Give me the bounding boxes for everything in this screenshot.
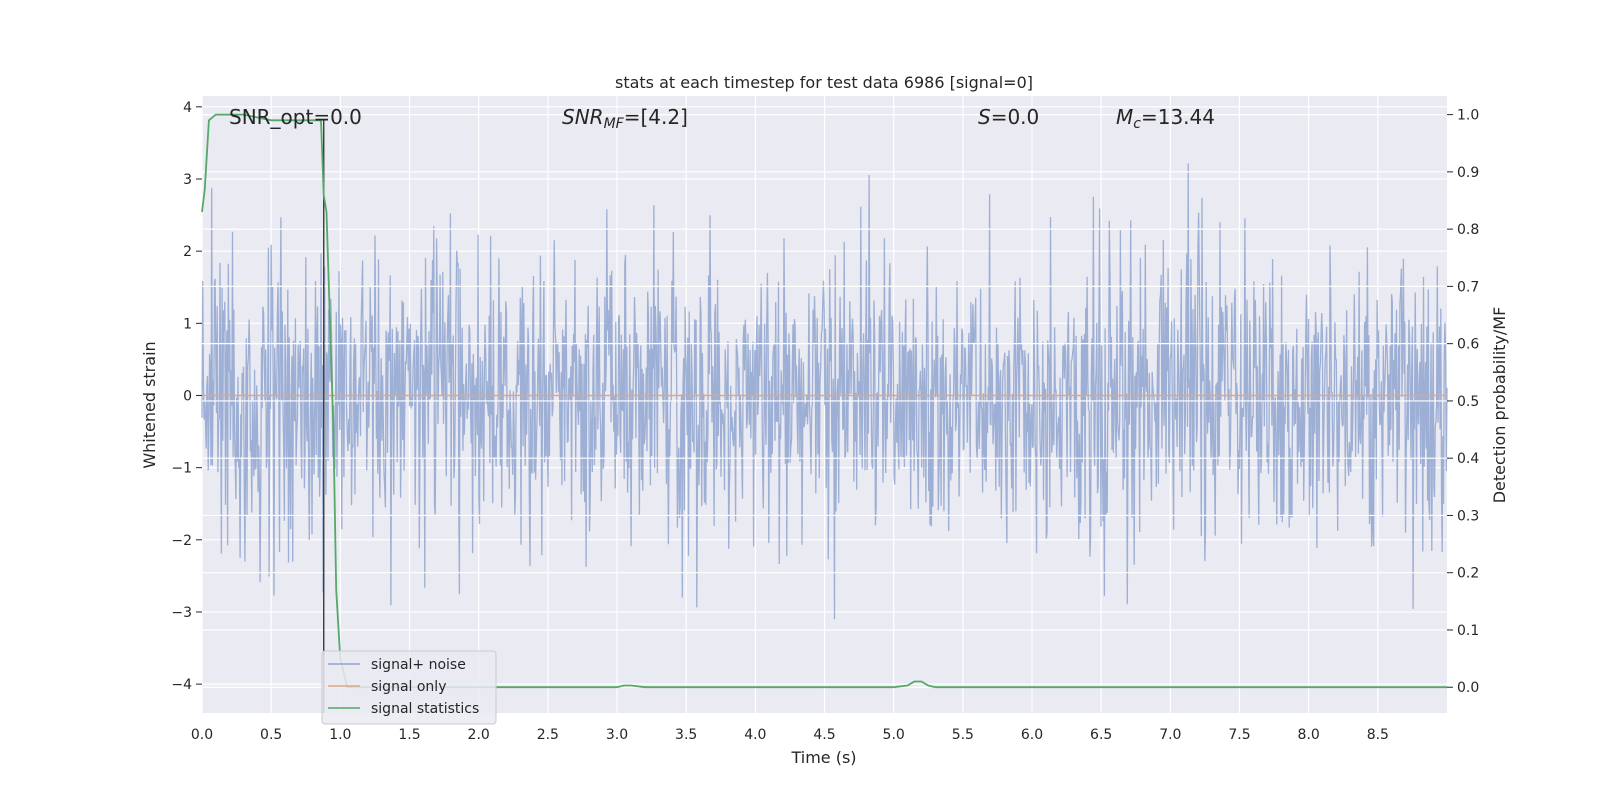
legend-label-signal-noise: signal+ noise [371, 657, 466, 673]
y-tick-label: −1 [171, 461, 192, 477]
y-tick-label: −3 [171, 605, 192, 621]
x-axis-label: Time (s) [790, 748, 856, 767]
right-axis-label: Detection probability/MF [1490, 307, 1509, 504]
legend-frame [321, 650, 497, 725]
x-tick-label: 6.5 [1090, 727, 1112, 743]
right-tick-label: 0.9 [1457, 165, 1479, 181]
right-tick-label: 0.1 [1457, 623, 1479, 639]
annotation-snr-mf: SNRMF=[4.2] [562, 105, 688, 132]
x-tick-label: 0.0 [191, 727, 213, 743]
s-value: =0.0 [991, 105, 1040, 129]
right-tick-label: 0.8 [1457, 222, 1479, 238]
right-tick-label: 0.0 [1457, 680, 1479, 696]
y-axis-ticks: 4 3 2 1 0 −1 −2 −3 −4 [171, 100, 202, 693]
chart-title: stats at each timestep for test data 698… [615, 73, 1033, 92]
x-tick-label: 5.5 [952, 727, 974, 743]
annotation-s: S=0.0 [978, 105, 1039, 129]
legend: signal+ noise signal only signal statist… [321, 650, 497, 725]
y-tick-label: 3 [183, 172, 192, 188]
y-tick-label: 4 [183, 100, 192, 116]
legend-label-signal-statistics: signal statistics [371, 701, 479, 717]
y-tick-label: −4 [171, 677, 192, 693]
x-tick-label: 8.5 [1367, 727, 1389, 743]
x-tick-label: 1.5 [398, 727, 420, 743]
x-tick-label: 0.5 [260, 727, 282, 743]
x-tick-label: 7.0 [1159, 727, 1181, 743]
annotation-mc: Mc=13.44 [1116, 105, 1215, 132]
x-axis-ticks: 0.0 0.5 1.0 1.5 2.0 2.5 3.0 3.5 4.0 4.5 5.0 5.5 6.0 6… [191, 727, 1389, 743]
signal-plus-noise-line [201, 163, 1448, 620]
x-tick-label: 3.5 [675, 727, 697, 743]
x-tick-label: 2.0 [468, 727, 490, 743]
right-tick-label: 0.4 [1457, 451, 1479, 467]
y-tick-label: 2 [183, 244, 192, 260]
snr-mf-value: =[4.2] [624, 105, 688, 129]
y-axis-label: Whitened strain [140, 341, 159, 468]
s-main: S [978, 105, 991, 129]
y-tick-label: −2 [171, 533, 192, 549]
legend-label-signal-only: signal only [371, 679, 446, 695]
mc-sub: c [1133, 116, 1141, 132]
x-tick-label: 3.0 [606, 727, 628, 743]
right-tick-label: 0.2 [1457, 566, 1479, 582]
x-tick-label: 7.5 [1228, 727, 1250, 743]
right-tick-label: 0.7 [1457, 279, 1479, 295]
mc-value: =13.44 [1141, 105, 1215, 129]
x-tick-label: 1.0 [329, 727, 351, 743]
x-tick-label: 4.0 [744, 727, 766, 743]
snr-mf-main: SNR [562, 105, 604, 129]
x-tick-label: 8.0 [1298, 727, 1320, 743]
signal-plus-noise-series [201, 163, 1448, 620]
x-tick-label: 4.5 [813, 727, 835, 743]
right-tick-label: 1.0 [1457, 108, 1479, 124]
right-axis-ticks: 1.0 0.9 0.8 0.7 0.6 0.5 0.4 0.3 0.2 0.1 0.0 [1447, 108, 1479, 696]
mc-main: M [1116, 105, 1133, 129]
snr-mf-sub: MF [604, 116, 625, 132]
annotation-snr-opt: SNR_opt=0.0 [229, 105, 362, 129]
x-tick-label: 6.0 [1021, 727, 1043, 743]
right-tick-label: 0.3 [1457, 508, 1479, 524]
y-tick-label: 1 [183, 316, 192, 332]
right-tick-label: 0.6 [1457, 337, 1479, 353]
right-tick-label: 0.5 [1457, 394, 1479, 410]
y-tick-label: 0 [183, 388, 192, 404]
x-tick-label: 2.5 [537, 727, 559, 743]
x-tick-label: 5.0 [883, 727, 905, 743]
